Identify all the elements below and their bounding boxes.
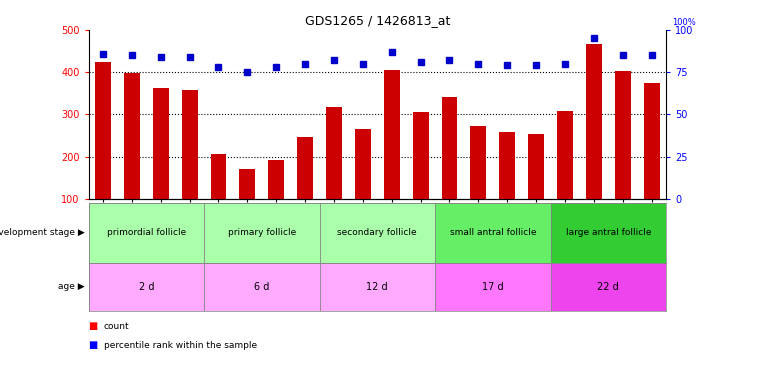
Bar bbox=[435, 202, 551, 262]
Text: 2 d: 2 d bbox=[139, 282, 154, 292]
Bar bbox=[557, 111, 573, 199]
Bar bbox=[320, 262, 435, 311]
Bar bbox=[210, 154, 226, 199]
Bar bbox=[204, 202, 320, 262]
Bar bbox=[551, 202, 666, 262]
Bar bbox=[586, 44, 602, 199]
Bar bbox=[297, 137, 313, 199]
Text: 12 d: 12 d bbox=[367, 282, 388, 292]
Bar bbox=[95, 62, 111, 199]
Bar bbox=[320, 202, 435, 262]
Text: 6 d: 6 d bbox=[254, 282, 270, 292]
Bar bbox=[355, 129, 371, 199]
Text: secondary follicle: secondary follicle bbox=[337, 228, 417, 237]
Text: small antral follicle: small antral follicle bbox=[450, 228, 536, 237]
Bar bbox=[326, 107, 342, 199]
Text: large antral follicle: large antral follicle bbox=[565, 228, 651, 237]
Bar bbox=[239, 169, 256, 199]
Bar bbox=[644, 83, 660, 199]
Bar bbox=[182, 90, 198, 199]
Text: primordial follicle: primordial follicle bbox=[107, 228, 186, 237]
Bar bbox=[435, 262, 551, 311]
Bar bbox=[528, 134, 544, 199]
Bar bbox=[204, 262, 320, 311]
Bar bbox=[614, 71, 631, 199]
Bar bbox=[383, 70, 400, 199]
Text: percentile rank within the sample: percentile rank within the sample bbox=[104, 340, 257, 350]
Bar bbox=[152, 88, 169, 199]
Bar bbox=[89, 262, 204, 311]
Bar bbox=[551, 262, 666, 311]
Text: 17 d: 17 d bbox=[482, 282, 504, 292]
Text: count: count bbox=[104, 322, 129, 331]
Text: 22 d: 22 d bbox=[598, 282, 619, 292]
Bar bbox=[470, 126, 487, 199]
Bar bbox=[413, 112, 429, 199]
Text: ■: ■ bbox=[89, 340, 98, 350]
Bar bbox=[499, 132, 515, 199]
Text: 100%: 100% bbox=[671, 18, 695, 27]
Bar bbox=[89, 202, 204, 262]
Bar bbox=[268, 159, 284, 199]
Text: primary follicle: primary follicle bbox=[228, 228, 296, 237]
Text: age ▶: age ▶ bbox=[58, 282, 85, 291]
Bar bbox=[124, 74, 140, 199]
Bar bbox=[441, 97, 457, 199]
Text: ■: ■ bbox=[89, 321, 98, 331]
Title: GDS1265 / 1426813_at: GDS1265 / 1426813_at bbox=[305, 15, 450, 27]
Text: development stage ▶: development stage ▶ bbox=[0, 228, 85, 237]
